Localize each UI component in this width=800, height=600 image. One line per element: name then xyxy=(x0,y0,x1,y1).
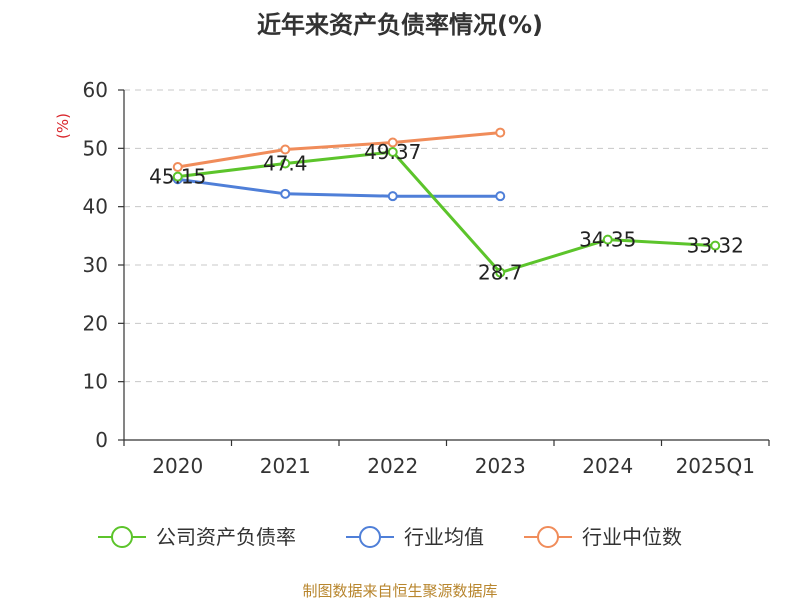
data-point xyxy=(280,144,291,155)
data-point xyxy=(387,147,398,158)
data-point xyxy=(602,234,613,245)
y-tick-label: 40 xyxy=(83,195,108,219)
chart-title: 近年来资产负债率情况(%) xyxy=(257,11,543,39)
data-point xyxy=(495,127,506,138)
x-tick-label: 2021 xyxy=(260,454,311,478)
data-point xyxy=(387,191,398,202)
data-label: 45.15 xyxy=(149,165,206,189)
x-tick-label: 2022 xyxy=(367,454,418,478)
legend-item[interactable]: 公司资产负债率 xyxy=(98,525,296,549)
y-axis-unit-label: (%) xyxy=(54,113,72,139)
legend[interactable]: 公司资产负债率 行业均值 行业中位数 xyxy=(98,525,682,549)
data-labels: 45.15 47.4 49.37 28.7 34.35 33.32 xyxy=(149,140,744,285)
legend-label: 行业中位数 xyxy=(582,525,682,549)
data-point xyxy=(280,188,291,199)
x-tick-label: 2020 xyxy=(152,454,203,478)
data-point xyxy=(387,137,398,148)
data-label: 47.4 xyxy=(263,152,308,176)
y-tick-label: 0 xyxy=(95,428,108,452)
y-tick-label: 20 xyxy=(83,311,108,335)
y-tick-label: 60 xyxy=(83,78,108,102)
data-point xyxy=(172,162,183,172)
series-lines xyxy=(172,127,721,278)
x-tick-label: 2024 xyxy=(582,454,633,478)
legend-circle-icon xyxy=(111,526,133,548)
legend-circle-icon xyxy=(537,526,559,548)
data-point xyxy=(495,191,506,202)
axes: 0 10 20 30 40 50 60 2020 2021 2022 2023 2024 2025Q1 xyxy=(83,78,770,478)
series-line xyxy=(177,150,716,275)
y-tick-label: 50 xyxy=(83,136,108,160)
data-label: 49.37 xyxy=(364,140,421,164)
legend-label: 行业均值 xyxy=(404,525,484,549)
data-label: 28.7 xyxy=(478,261,523,285)
x-tick-label: 2025Q1 xyxy=(676,454,755,478)
legend-item[interactable]: 行业均值 xyxy=(346,525,484,549)
legend-circle-icon xyxy=(359,526,381,548)
data-label: 33.32 xyxy=(687,234,744,258)
data-label: 34.35 xyxy=(579,228,636,252)
grid-lines xyxy=(124,89,769,383)
y-tick-label: 10 xyxy=(83,370,108,394)
series-line xyxy=(177,131,501,169)
legend-item[interactable]: 行业中位数 xyxy=(524,525,682,549)
data-point xyxy=(172,171,183,182)
legend-label: 公司资产负债率 xyxy=(156,525,296,549)
y-tick-label: 30 xyxy=(83,253,108,277)
data-point xyxy=(710,240,721,251)
series-line xyxy=(177,177,501,198)
data-point xyxy=(280,158,291,169)
x-tick-label: 2023 xyxy=(475,454,526,478)
source-note: 制图数据来自恒生聚源数据库 xyxy=(302,582,497,600)
data-point xyxy=(495,267,506,278)
